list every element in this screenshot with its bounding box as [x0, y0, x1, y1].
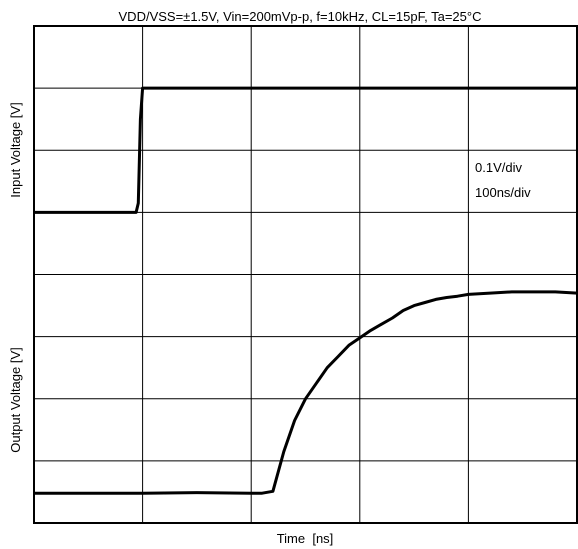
series-line-input-voltage — [34, 86, 577, 214]
plot-frame — [33, 25, 578, 524]
annotation-time-per-div: 100ns/div — [475, 185, 531, 200]
annotation-volts-per-div: 0.1V/div — [475, 160, 522, 175]
series-line-output-voltage — [34, 290, 578, 495]
y-axis-label-input: Input Voltage [V] — [8, 102, 23, 197]
chart-traces — [34, 86, 578, 495]
y-axis-label-output: Output Voltage [V] — [8, 347, 23, 453]
chart-title: VDD/VSS=±1.5V, Vin=200mVp-p, f=10kHz, CL… — [119, 9, 482, 24]
x-axis-label: Time [ns] — [277, 531, 334, 546]
chart-grid — [34, 26, 577, 523]
